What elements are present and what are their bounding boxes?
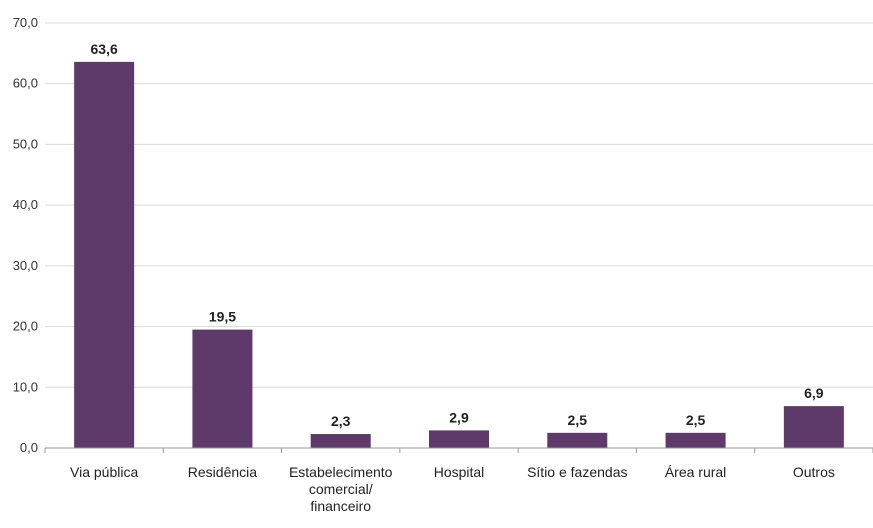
x-category-label: Sítio e fazendas [527,464,627,480]
y-tick-label: 30,0 [13,258,38,273]
x-category-label: Estabelecimento comercial/financeiro [289,464,393,514]
bar [783,406,844,448]
x-axis-category-labels: Via pública Residência Estabelecimento come… [70,464,835,514]
x-category-label-line: Via pública [70,464,138,480]
data-label: 19,5 [209,309,236,325]
x-category-label: Residência [188,464,257,480]
x-category-label-line: Outros [793,464,835,480]
data-label: 6,9 [804,385,824,401]
y-axis-tick-labels: 0,0 10,0 20,0 30,0 40,0 50,0 60,0 70,0 [13,15,38,455]
y-tick-label: 70,0 [13,15,38,30]
x-category-label-line: Área rural [665,464,726,480]
y-tick-label: 20,0 [13,319,38,334]
x-category-label: Hospital [434,464,485,480]
y-tick-label: 10,0 [13,379,38,394]
bar [192,329,253,448]
x-category-label-line: Hospital [434,464,485,480]
x-category-label: Outros [793,464,835,480]
bar [429,430,489,448]
x-category-label-line: comercial/ [309,481,373,497]
data-label: 2,5 [568,412,588,428]
bars [74,61,844,448]
x-category-label-line: Sítio e fazendas [527,464,627,480]
y-tick-label: 40,0 [13,197,38,212]
x-category-label: Área rural [665,464,726,480]
x-axis [44,447,873,453]
data-label: 2,3 [331,413,351,429]
x-category-label-line: Estabelecimento [289,464,393,480]
data-labels: 63,6 19,5 2,3 2,9 2,5 2,5 6,9 [91,41,824,429]
bar [665,432,726,448]
y-tick-label: 0,0 [20,440,38,455]
y-tick-label: 50,0 [13,136,38,151]
bar [547,432,608,448]
data-label: 2,9 [449,409,469,425]
x-category-label: Via pública [70,464,138,480]
gridlines [45,22,873,388]
bar [74,61,135,448]
data-label: 63,6 [91,41,118,57]
x-category-label-line: Residência [188,464,257,480]
y-tick-label: 60,0 [13,76,38,91]
x-category-label-line: financeiro [310,498,371,514]
bar [310,434,371,448]
data-label: 2,5 [686,412,706,428]
